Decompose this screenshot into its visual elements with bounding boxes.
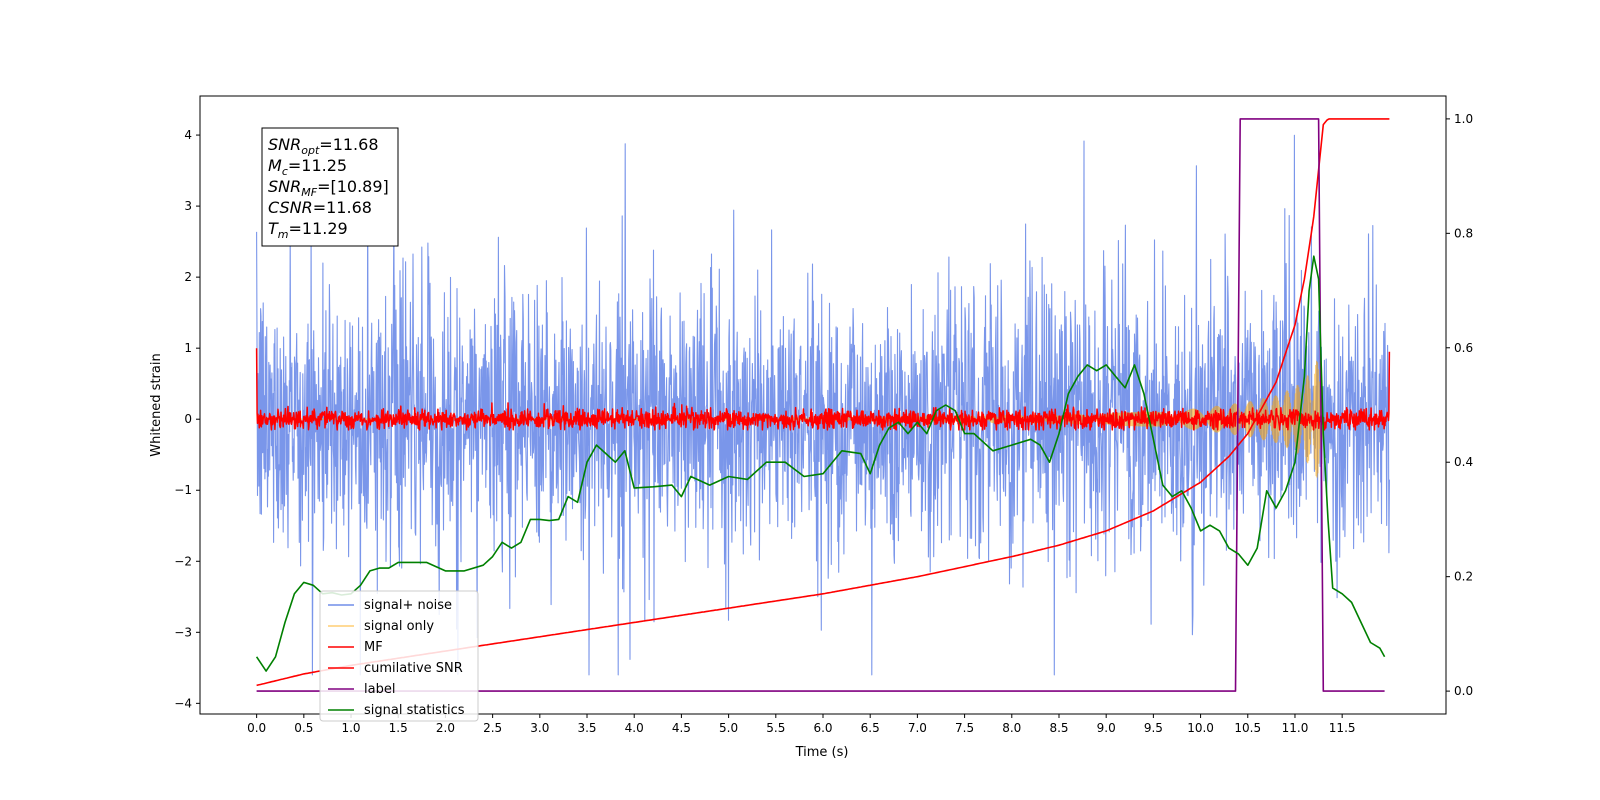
x-tick-label: 8.0 <box>1002 721 1021 735</box>
y-right-tick-label: 0.6 <box>1454 341 1473 355</box>
y-axis-right: 0.0 0.2 0.4 0.6 0.8 1.0 <box>1446 112 1473 698</box>
x-tick-label: 9.0 <box>1097 721 1116 735</box>
annotation-frame <box>261 127 399 247</box>
x-tick-label: 10.5 <box>1234 721 1261 735</box>
y-right-tick-label: 1.0 <box>1454 112 1473 126</box>
legend-entry: label <box>364 682 395 697</box>
x-tick-label: 1.5 <box>389 721 408 735</box>
x-tick-label: 2.5 <box>483 721 502 735</box>
legend-frame <box>319 590 479 722</box>
y-right-tick-label: 0.0 <box>1454 684 1473 698</box>
annotation-line: CSNR=11.68 <box>268 198 372 217</box>
x-tick-label: 4.0 <box>625 721 644 735</box>
y-left-tick-label: 0 <box>184 412 192 426</box>
y-left-tick-label: −4 <box>174 696 192 710</box>
annotation-line: Tm=11.29 <box>268 219 348 241</box>
y-left-tick-label: 2 <box>184 270 192 284</box>
y-axis-left: −4 −3 −2 −1 0 1 2 3 4 <box>174 128 200 710</box>
annotation-line: Mc=11.25 <box>268 156 347 178</box>
x-tick-label: 4.5 <box>672 721 691 735</box>
x-tick-label: 1.0 <box>341 721 360 735</box>
x-tick-label: 10.0 <box>1187 721 1214 735</box>
legend-entry: cumilative SNR <box>364 661 463 676</box>
x-tick-label: 7.5 <box>955 721 974 735</box>
legend-entry: signal only <box>364 619 434 634</box>
y-left-tick-label: −1 <box>174 483 192 497</box>
x-tick-label: 7.0 <box>908 721 927 735</box>
y-left-tick-label: −3 <box>174 625 192 639</box>
legend-entry: signal statistics <box>364 703 465 718</box>
y-axis-left-label: Whitened strain <box>149 353 164 456</box>
y-right-tick-label: 0.2 <box>1454 570 1473 584</box>
x-tick-label: 11.5 <box>1329 721 1356 735</box>
x-tick-label: 0.0 <box>247 721 266 735</box>
legend-entry: MF <box>364 640 383 655</box>
series-signal-statistics <box>255 255 1386 672</box>
y-left-tick-label: 1 <box>184 341 192 355</box>
x-tick-label: 5.0 <box>719 721 738 735</box>
annotation-line: SNRopt=11.68 <box>268 135 379 157</box>
x-tick-label: 6.0 <box>813 721 832 735</box>
x-tick-label: 5.5 <box>766 721 785 735</box>
y-left-tick-label: −2 <box>174 554 192 568</box>
x-tick-label: 3.0 <box>530 721 549 735</box>
legend-entry: signal+ noise <box>364 598 452 613</box>
series-mf <box>255 348 1391 431</box>
x-tick-label: 6.5 <box>861 721 880 735</box>
series-label <box>256 118 1385 692</box>
x-tick-label: 9.5 <box>1144 721 1163 735</box>
x-axis: 0.0 0.5 1.0 1.5 2.0 2.5 3.0 3.5 4.0 4.5 5.0 5.5 6.0 6… <box>247 714 1356 735</box>
x-tick-label: 8.5 <box>1049 721 1068 735</box>
x-axis-label: Time (s) <box>795 745 849 760</box>
y-left-tick-label: 3 <box>184 199 192 213</box>
x-tick-label: 0.5 <box>294 721 313 735</box>
y-right-tick-label: 0.4 <box>1454 455 1473 469</box>
x-tick-label: 3.5 <box>577 721 596 735</box>
x-tick-label: 11.0 <box>1282 721 1309 735</box>
annotation-line: SNRMF=[10.89] <box>268 177 389 199</box>
y-right-tick-label: 0.8 <box>1454 226 1473 240</box>
annotation-box: SNRopt=11.68Mc=11.25SNRMF=[10.89]CSNR=11… <box>261 127 399 247</box>
y-left-tick-label: 4 <box>184 128 192 142</box>
legend: signal+ noise signal only MF cumilative SNR… <box>319 590 479 722</box>
x-tick-label: 2.0 <box>436 721 455 735</box>
